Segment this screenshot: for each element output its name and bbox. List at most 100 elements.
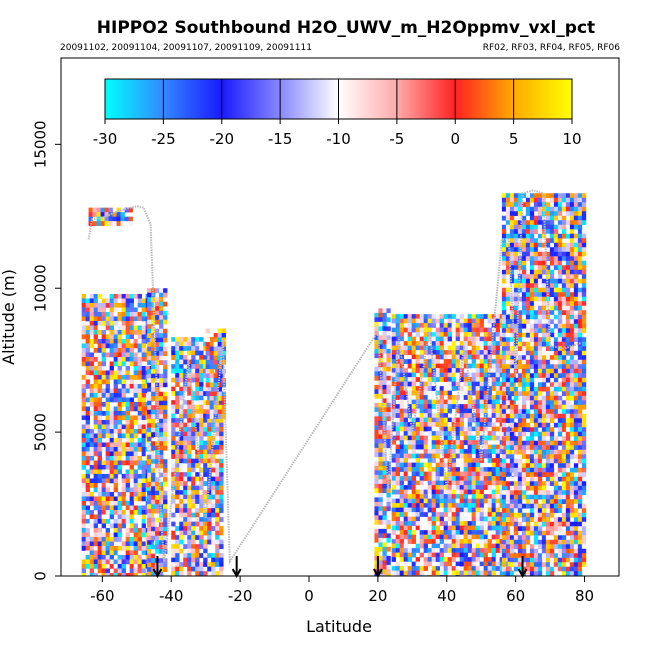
data-cell bbox=[529, 571, 535, 576]
data-cell bbox=[529, 391, 535, 397]
data-cell bbox=[529, 508, 535, 514]
data-cell bbox=[541, 539, 547, 545]
data-cell bbox=[378, 465, 383, 471]
data-cell bbox=[195, 458, 200, 464]
data-cell bbox=[529, 566, 535, 572]
data-cell bbox=[133, 307, 138, 313]
data-cell bbox=[217, 346, 222, 352]
data-cell bbox=[545, 512, 551, 518]
data-cell bbox=[419, 408, 424, 414]
data-cell bbox=[89, 428, 94, 434]
data-cell bbox=[391, 570, 396, 576]
data-cell bbox=[219, 359, 224, 365]
data-cell bbox=[191, 494, 196, 500]
data-cell bbox=[423, 381, 428, 387]
data-cell bbox=[525, 292, 531, 298]
data-cell bbox=[431, 530, 436, 535]
data-cell bbox=[219, 553, 224, 558]
data-cell bbox=[163, 508, 168, 514]
data-cell bbox=[549, 305, 555, 311]
data-cell bbox=[147, 310, 152, 316]
data-cell bbox=[447, 350, 452, 355]
data-cell bbox=[191, 359, 196, 365]
data-cell bbox=[108, 221, 113, 226]
data-cell bbox=[521, 557, 527, 563]
data-cell bbox=[479, 494, 484, 499]
data-cell bbox=[121, 293, 126, 299]
data-cell bbox=[423, 503, 428, 508]
data-cell bbox=[513, 224, 519, 230]
data-cell bbox=[155, 355, 160, 361]
data-cell bbox=[447, 485, 452, 490]
data-cell bbox=[557, 413, 563, 419]
data-cell bbox=[533, 220, 539, 226]
data-cell bbox=[505, 193, 511, 199]
data-cell bbox=[427, 413, 432, 418]
data-cell bbox=[537, 571, 543, 576]
data-cell bbox=[427, 539, 432, 544]
data-cell bbox=[431, 417, 436, 423]
data-cell bbox=[378, 407, 383, 413]
data-cell bbox=[505, 431, 511, 437]
data-cell bbox=[163, 477, 168, 483]
data-cell bbox=[467, 332, 472, 337]
data-cell bbox=[403, 498, 408, 504]
data-cell bbox=[511, 354, 516, 360]
data-cell bbox=[147, 567, 152, 573]
data-cell bbox=[451, 525, 456, 531]
data-cell bbox=[541, 382, 547, 388]
data-cell bbox=[513, 499, 519, 505]
data-cell bbox=[549, 409, 555, 415]
data-cell bbox=[505, 386, 511, 392]
data-cell bbox=[513, 305, 519, 311]
data-cell bbox=[525, 463, 531, 469]
data-cell bbox=[399, 498, 404, 504]
data-cell bbox=[183, 341, 188, 347]
data-cell bbox=[463, 327, 468, 333]
data-cell bbox=[529, 512, 535, 518]
data-cell bbox=[435, 404, 440, 409]
data-cell bbox=[533, 310, 539, 316]
data-cell bbox=[419, 372, 424, 378]
data-cell bbox=[129, 455, 134, 461]
data-cell bbox=[471, 390, 476, 396]
data-cell bbox=[435, 377, 440, 382]
data-cell bbox=[431, 332, 436, 337]
data-cell bbox=[459, 413, 464, 418]
data-cell bbox=[491, 521, 496, 526]
data-cell bbox=[183, 431, 188, 437]
data-cell bbox=[529, 436, 535, 442]
data-cell bbox=[105, 325, 110, 331]
data-cell bbox=[521, 242, 527, 248]
data-cell bbox=[553, 373, 559, 379]
data-cell bbox=[137, 334, 142, 340]
data-cell bbox=[171, 368, 176, 374]
data-cell bbox=[533, 283, 539, 289]
data-cell bbox=[467, 467, 472, 472]
data-cell bbox=[205, 337, 210, 343]
data-cell bbox=[374, 470, 379, 476]
data-cell bbox=[505, 265, 511, 271]
data-cell bbox=[117, 428, 122, 434]
data-cell bbox=[191, 341, 196, 347]
data-cell bbox=[415, 368, 420, 373]
data-cell bbox=[415, 318, 420, 324]
data-cell bbox=[133, 568, 138, 574]
data-cell bbox=[199, 418, 204, 423]
data-cell bbox=[395, 372, 400, 378]
data-cell bbox=[549, 247, 555, 253]
data-cell bbox=[386, 339, 391, 345]
data-cell bbox=[455, 318, 460, 324]
data-cell bbox=[191, 557, 196, 563]
data-cell bbox=[85, 370, 90, 376]
data-cell bbox=[553, 517, 559, 523]
data-cell bbox=[205, 342, 210, 347]
data-cell bbox=[439, 426, 444, 432]
data-cell bbox=[179, 431, 184, 437]
data-cell bbox=[125, 370, 130, 376]
data-cell bbox=[549, 400, 555, 406]
data-cell bbox=[505, 458, 511, 464]
data-cell bbox=[463, 354, 468, 360]
data-cell bbox=[427, 476, 432, 481]
data-cell bbox=[467, 440, 472, 445]
